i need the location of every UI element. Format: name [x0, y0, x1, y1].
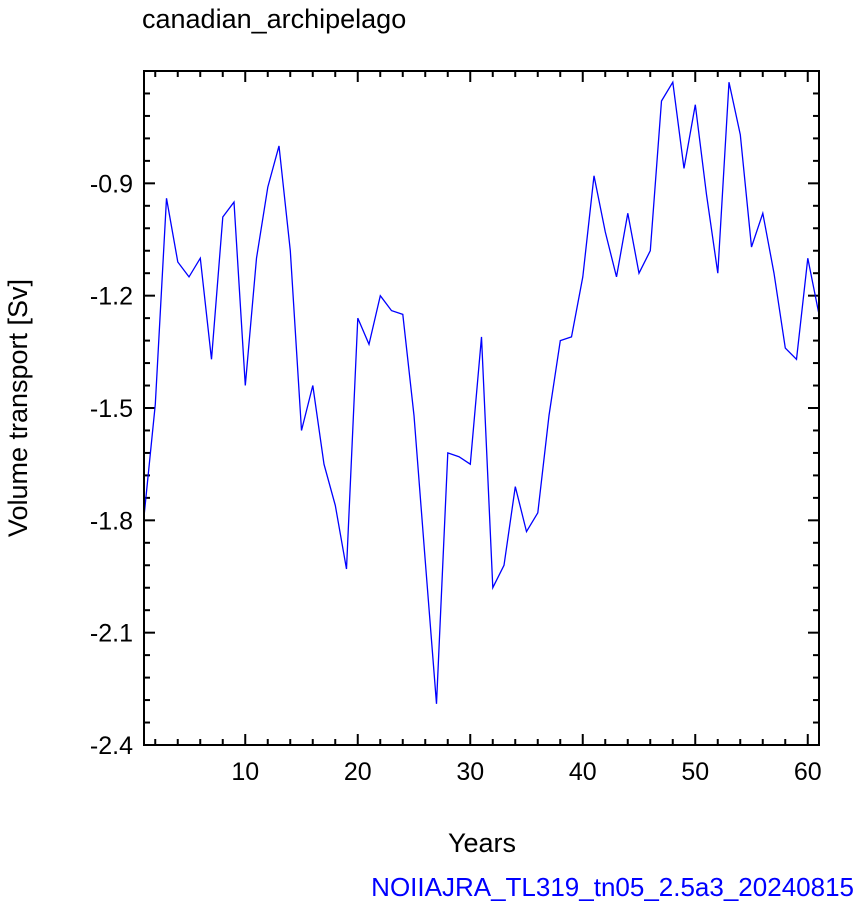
y-tick-label: -1.2	[90, 283, 133, 311]
x-tick-label: 60	[794, 758, 822, 786]
footer-label: NOIIAJRA_TL319_tn05_2.5a3_20240815	[371, 872, 854, 902]
axis-ticks	[144, 70, 819, 746]
chart-title: canadian_archipelago	[142, 4, 407, 34]
y-tick-label: -2.4	[90, 732, 133, 760]
y-tick-label: -0.9	[90, 170, 133, 198]
y-tick-label: -1.8	[90, 507, 133, 535]
x-axis-title: Years	[448, 828, 516, 858]
x-tick-label: 20	[344, 758, 372, 786]
series-layer	[143, 80, 820, 704]
plot-frame	[143, 70, 820, 746]
y-tick-label: -1.5	[90, 395, 133, 423]
x-tick-label: 50	[681, 758, 709, 786]
x-tick-label: 30	[456, 758, 484, 786]
y-tick-label: -2.1	[90, 620, 133, 648]
x-tick-label: 40	[569, 758, 597, 786]
y-axis-title: Volume transport [Sv]	[3, 279, 33, 537]
x-tick-label: 10	[231, 758, 259, 786]
tick-labels: 10 20 30 40 50 60 -2.4 -2.1 -1.8 -1.5 -1.2 -0.9	[90, 170, 822, 786]
series-line	[143, 80, 820, 704]
